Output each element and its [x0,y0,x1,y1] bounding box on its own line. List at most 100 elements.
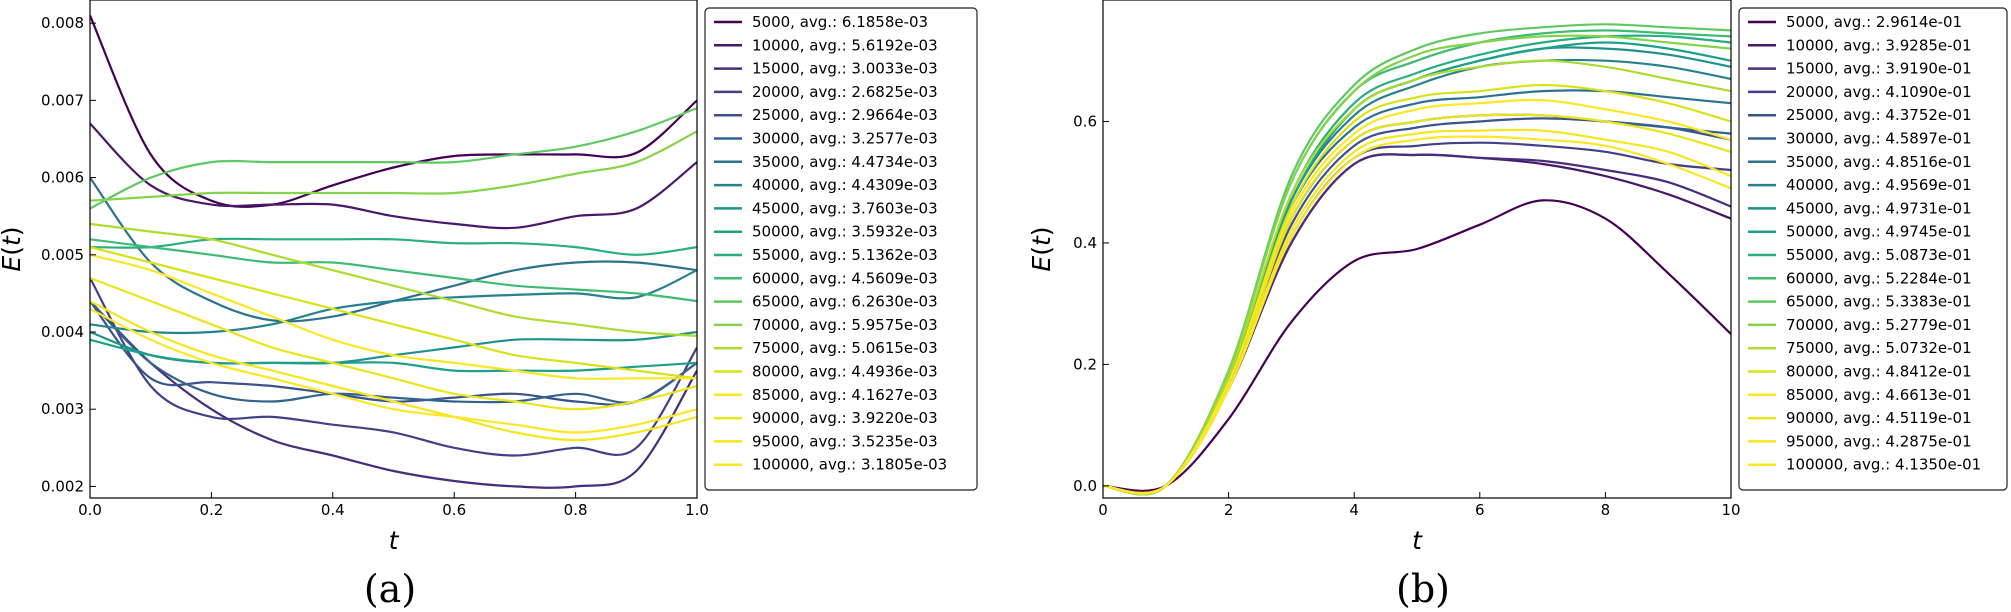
y-axis-label: E(t) [1027,226,1056,271]
x-tick-label: 1.0 [685,501,709,519]
series-line-11 [90,237,697,256]
legend-entry: 70000, avg.: 5.2779e-01 [1786,316,1972,334]
series-line-3 [90,300,697,489]
legend-entry: 55000, avg.: 5.1362e-03 [752,246,938,264]
series-line-20 [90,307,697,434]
legend-entry: 85000, avg.: 4.1627e-03 [752,386,938,404]
legend-entry: 20000, avg.: 4.1090e-01 [1786,83,1972,101]
legend-entry: 85000, avg.: 4.6613e-01 [1786,386,1972,404]
legend-entry: 60000, avg.: 5.2284e-01 [1786,269,1972,287]
legend-frame [704,7,978,491]
series-line-19 [90,300,697,442]
legend-entry: 65000, avg.: 6.2630e-03 [752,293,938,311]
legend-entry: 40000, avg.: 4.9569e-01 [1786,176,1972,194]
legend-entry: 20000, avg.: 2.6825e-03 [752,83,938,101]
x-tick-label: 4 [1349,501,1359,519]
series-line-7 [90,176,697,323]
series-line-12 [90,238,697,303]
x-tick-label: 0.2 [199,501,223,519]
x-tick-label: 0.4 [321,501,345,519]
axes-frame [89,0,698,499]
legend-entry: 25000, avg.: 4.3752e-01 [1786,106,1972,124]
legend: 5000, avg.: 6.1858e-03 10000, avg.: 5.619… [704,7,978,491]
chart-panel-a: 0.0 0.2 0.4 0.6 0.8 1.0 0.002 0.003 0.004 0.005 0.… [0,0,978,611]
series-line-18 [1103,113,1731,495]
series-line-17 [90,253,697,380]
panel-caption: (a) [364,567,416,611]
legend-entry: 35000, avg.: 4.8516e-01 [1786,153,1972,171]
panel-caption: (b) [1396,567,1450,611]
y-tick-label: 0.004 [41,323,84,341]
x-tick-label: 2 [1224,501,1234,519]
legend-entry: 5000, avg.: 2.9614e-01 [1786,13,1962,31]
legend-entry: 45000, avg.: 3.7603e-03 [752,199,938,217]
series-line-9 [90,330,697,365]
series-group [90,14,697,489]
legend: 5000, avg.: 2.9614e-01 10000, avg.: 3.928… [1738,7,2008,491]
series-line-18 [90,276,697,411]
series-line-1 [1103,199,1731,492]
legend-entry: 15000, avg.: 3.0033e-03 [752,60,938,78]
x-tick-label: 0.8 [564,501,588,519]
x-axis-label: t [1412,526,1423,555]
legend-entry: 10000, avg.: 3.9285e-01 [1786,36,1972,54]
series-line-4 [90,277,697,457]
series-line-8 [90,269,697,335]
series-group [1103,23,1731,496]
legend-entry: 60000, avg.: 4.5609e-03 [752,269,938,287]
y-tick-label: 0.006 [41,169,84,187]
series-line-20 [1103,135,1731,495]
legend-entry: 55000, avg.: 5.0873e-01 [1786,246,1972,264]
y-axis-label: E(t) [0,226,26,271]
legend-entry: 30000, avg.: 3.2577e-03 [752,130,938,148]
legend-entry: 35000, avg.: 4.4734e-03 [752,153,938,171]
series-line-15 [90,222,697,337]
legend-entry: 80000, avg.: 4.8412e-01 [1786,363,1972,381]
legend-entry: 95000, avg.: 3.5235e-03 [752,432,938,450]
y-tick-label: 0.002 [41,477,84,495]
legend-entry: 50000, avg.: 4.9745e-01 [1786,223,1972,241]
x-tick-label: 0 [1098,501,1108,519]
series-line-10 [90,338,697,373]
legend-entry: 65000, avg.: 5.3383e-01 [1786,293,1972,311]
series-line-12 [1103,29,1731,496]
series-line-13 [90,107,697,210]
series-line-16 [90,246,697,380]
series-line-14 [1103,34,1731,496]
legend-entry: 90000, avg.: 3.9220e-03 [752,409,938,427]
legend-frame [1738,7,2008,491]
legend-entry: 80000, avg.: 4.4936e-03 [752,363,938,381]
series-line-2 [90,122,697,230]
legend-entry: 10000, avg.: 5.6192e-03 [752,36,938,54]
legend-entry: 25000, avg.: 2.9664e-03 [752,106,938,124]
y-tick-label: 0.4 [1073,234,1097,252]
legend-entry: 100000, avg.: 3.1805e-03 [752,456,947,474]
series-line-7 [1103,89,1731,496]
y-tick-label: 0.008 [41,14,84,32]
series-line-11 [1103,34,1731,496]
y-tick-label: 0.007 [41,91,84,109]
y-tick-label: 0.2 [1073,355,1097,373]
series-line-6 [1103,113,1731,495]
series-line-1 [90,14,697,208]
series-line-17 [1103,98,1731,495]
legend-entry: 5000, avg.: 6.1858e-03 [752,13,928,31]
legend-entry: 45000, avg.: 4.9731e-01 [1786,199,1972,217]
legend-entry: 15000, avg.: 3.9190e-01 [1786,60,1972,78]
legend-entry: 75000, avg.: 5.0615e-03 [752,339,938,357]
x-tick-label: 6 [1475,501,1485,519]
y-tick-label: 0.005 [41,246,84,264]
y-tick-label: 0.6 [1073,112,1097,130]
y-tick-label: 0.0 [1073,477,1097,495]
series-line-15 [1103,59,1731,496]
legend-entry: 40000, avg.: 4.4309e-03 [752,176,938,194]
x-tick-label: 0.6 [442,501,466,519]
legend-entry: 90000, avg.: 4.5119e-01 [1786,409,1972,427]
legend-entry: 100000, avg.: 4.1350e-01 [1786,456,1981,474]
legend-entry: 50000, avg.: 3.5932e-03 [752,223,938,241]
legend-entry: 75000, avg.: 5.0732e-01 [1786,339,1972,357]
y-tick-label: 0.003 [41,400,84,418]
legend-entry: 30000, avg.: 4.5897e-01 [1786,130,1972,148]
axes-frame [1102,0,1732,499]
